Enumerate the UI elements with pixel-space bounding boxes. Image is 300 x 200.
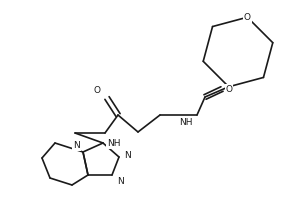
Text: O: O xyxy=(93,86,100,95)
Text: N: N xyxy=(117,177,124,186)
Text: O: O xyxy=(226,84,232,94)
Text: O: O xyxy=(244,13,251,22)
Text: NH: NH xyxy=(179,118,193,127)
Text: N: N xyxy=(73,141,80,150)
Text: N: N xyxy=(124,150,131,160)
Text: NH: NH xyxy=(107,139,121,148)
